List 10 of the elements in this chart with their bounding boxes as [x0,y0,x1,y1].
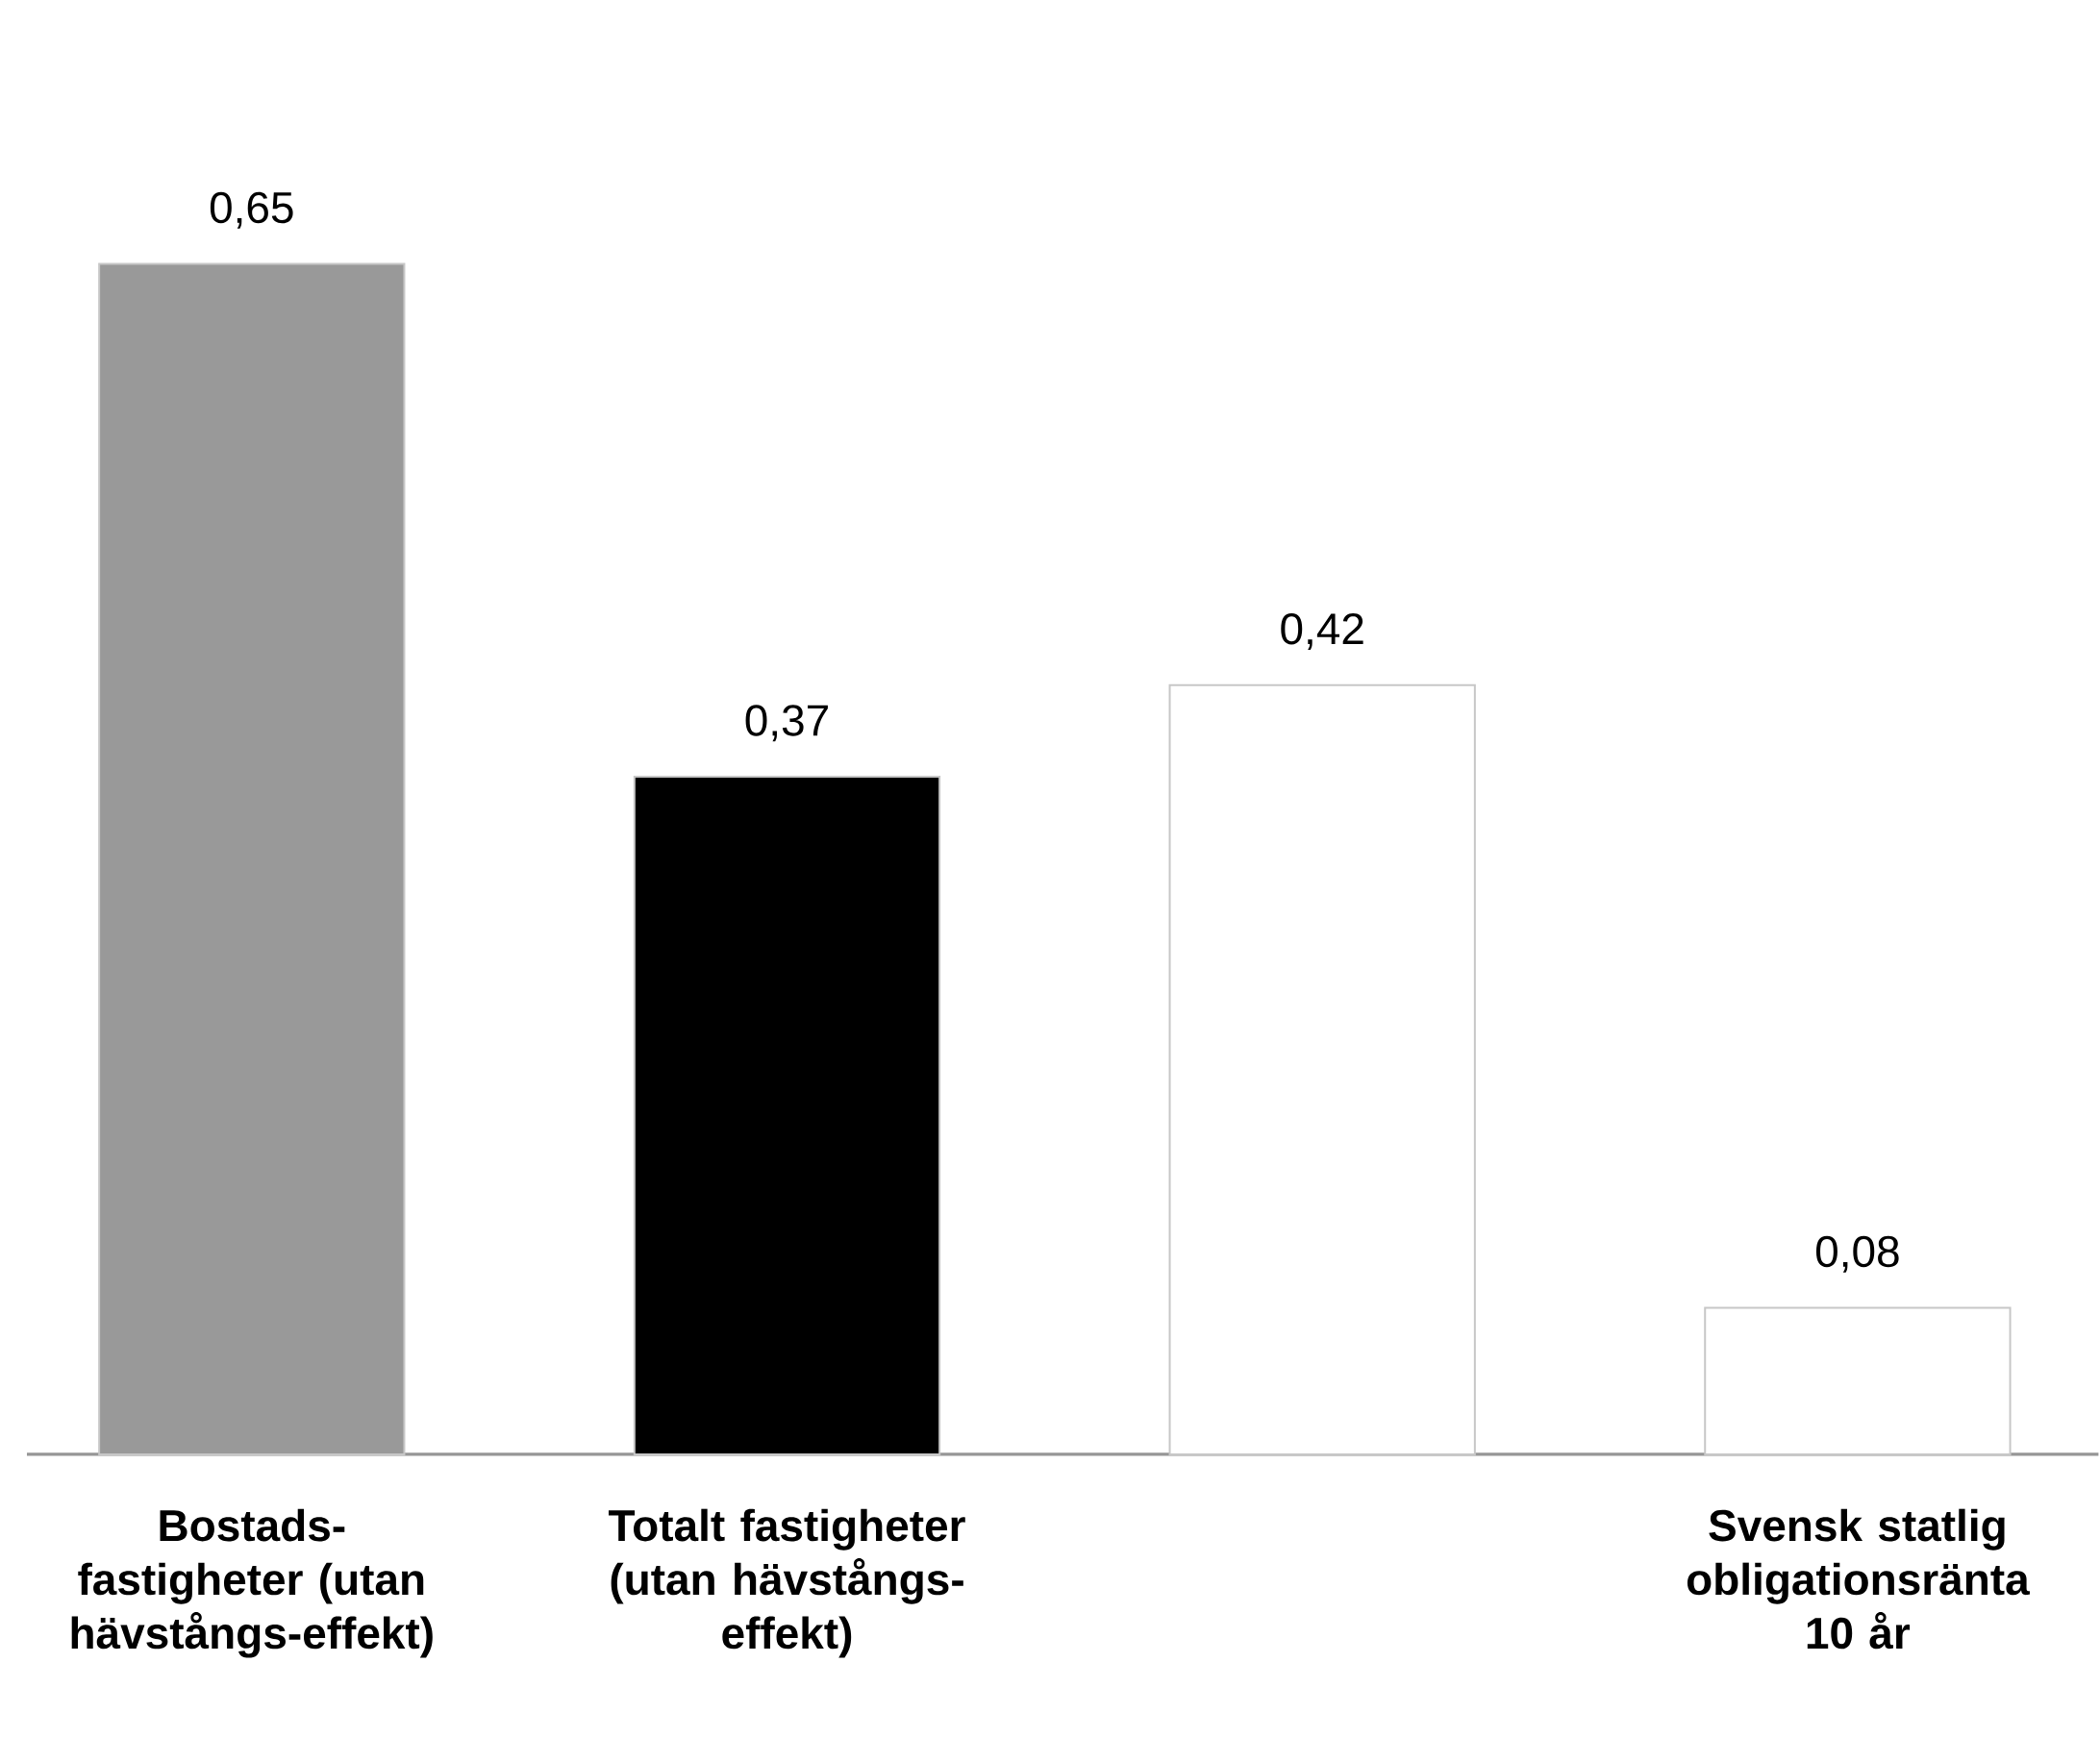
bar [1168,683,1476,1456]
x-tick-label: Svensk statlig obligationsränta 10 år [1687,1508,2030,1650]
data-label: 0,65 [210,191,293,229]
data-label: 0,08 [1815,1235,1899,1273]
x-tick-label: Totalt fastigheter (utan hävstångs-effekt) [608,1508,965,1658]
x-tick-label: Bostads-fastigheter (utan hävstångs-effekt) [71,1508,433,1658]
data-label: 0,37 [745,705,828,742]
bar [633,776,941,1456]
data-label: 0,42 [1281,613,1363,651]
bar [1704,1306,2012,1456]
